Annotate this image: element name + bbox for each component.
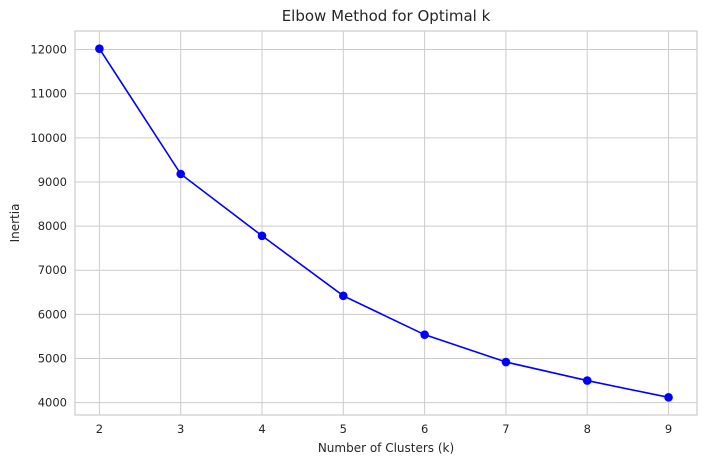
- x-tick-label: 4: [258, 422, 265, 436]
- y-tick-label: 4000: [38, 396, 67, 410]
- y-tick-labels: 4000 5000 6000 7000 8000 9000 10000 11000 12000: [30, 43, 67, 410]
- y-tick-label: 12000: [30, 43, 67, 57]
- data-point: [582, 376, 592, 385]
- y-tick-label: 9000: [38, 175, 67, 189]
- x-tick-label: 5: [340, 422, 347, 436]
- x-axis-label: Number of Clusters (k): [318, 441, 454, 455]
- y-tick-label: 5000: [38, 352, 67, 366]
- x-tick-labels: 2 3 4 5 6 7 8 9: [96, 422, 672, 436]
- data-point: [420, 330, 429, 339]
- x-tick-label: 8: [584, 422, 591, 436]
- data-point: [664, 393, 673, 402]
- series-layer: [95, 44, 673, 402]
- x-tick-label: 3: [177, 422, 184, 436]
- x-tick-label: 9: [665, 422, 672, 436]
- y-tick-label: 8000: [38, 219, 67, 233]
- x-tick-label: 2: [96, 422, 103, 436]
- chart-title: Elbow Method for Optimal k: [282, 7, 491, 25]
- y-tick-label: 6000: [38, 307, 67, 321]
- data-point: [95, 44, 104, 53]
- grid: [75, 31, 697, 415]
- y-tick-label: 10000: [30, 131, 67, 145]
- y-tick-label: 7000: [38, 263, 67, 277]
- y-axis-label: Inertia: [8, 204, 22, 243]
- data-point: [257, 231, 267, 241]
- data-point: [501, 357, 511, 367]
- plot-frame: [74, 30, 698, 416]
- inertia-line: [98, 48, 669, 399]
- data-point: [339, 291, 348, 301]
- y-tick-label: 11000: [30, 87, 67, 101]
- data-point: [176, 169, 185, 179]
- x-tick-label: 6: [421, 422, 428, 436]
- x-tick-label: 7: [502, 422, 509, 436]
